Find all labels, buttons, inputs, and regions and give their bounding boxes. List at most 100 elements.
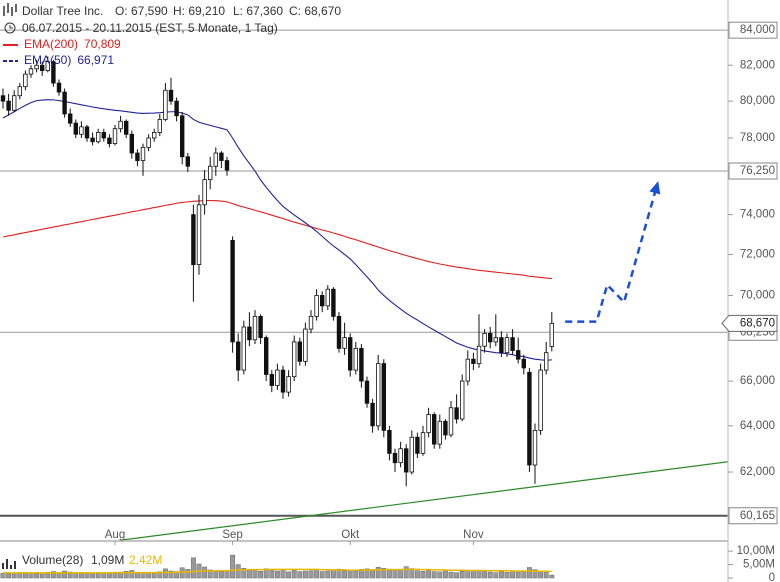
x-tick-label: Aug bbox=[105, 529, 125, 541]
volume-bar bbox=[213, 570, 219, 579]
volume-bar bbox=[123, 571, 129, 579]
projection-arrowhead bbox=[649, 181, 661, 195]
candle-body bbox=[140, 146, 146, 161]
volume-bar bbox=[347, 569, 353, 579]
candle-body bbox=[235, 341, 241, 371]
candle-body bbox=[112, 128, 118, 145]
candle-body bbox=[420, 432, 426, 454]
volume-bar bbox=[62, 570, 68, 579]
subtitle: 06.07.2015 - 20.11.2015 (EST, 5 Monate, … bbox=[22, 21, 278, 35]
candle-body bbox=[482, 332, 487, 347]
candle-body bbox=[213, 152, 218, 167]
candle-body bbox=[303, 328, 308, 362]
candle-body bbox=[45, 61, 50, 71]
candle-body bbox=[84, 126, 90, 139]
candle-body bbox=[79, 126, 84, 135]
candle-body bbox=[280, 369, 286, 393]
candle-body bbox=[527, 371, 532, 466]
level-box bbox=[728, 21, 778, 39]
candle-body bbox=[202, 179, 207, 206]
candle-body bbox=[387, 429, 392, 454]
volume-bar bbox=[202, 566, 208, 579]
candle-body bbox=[68, 113, 73, 124]
volume-bar bbox=[146, 572, 152, 579]
candle-body bbox=[230, 239, 235, 343]
candle-body bbox=[291, 341, 297, 378]
x-tick-label: Sep bbox=[222, 529, 242, 541]
level-box bbox=[728, 507, 778, 525]
volume-bar bbox=[291, 569, 297, 579]
volume-bar bbox=[112, 572, 118, 579]
volume-bar bbox=[521, 571, 527, 579]
volume-bar bbox=[319, 571, 325, 579]
volume-bar bbox=[224, 570, 230, 579]
volume-bar bbox=[207, 569, 213, 579]
volume-bar bbox=[336, 568, 342, 579]
volume-bar bbox=[218, 571, 224, 579]
candle-body bbox=[448, 407, 454, 436]
volume-bar bbox=[325, 570, 331, 579]
volume-bar bbox=[442, 570, 448, 579]
volume-bar bbox=[543, 571, 549, 579]
candle-body bbox=[398, 448, 403, 464]
candle-body bbox=[347, 337, 353, 371]
candle-body bbox=[392, 452, 398, 464]
volume-bar bbox=[157, 571, 163, 579]
volume-bar bbox=[532, 569, 538, 579]
candle-body bbox=[487, 332, 493, 343]
volume-bar bbox=[459, 571, 465, 579]
candle-body bbox=[224, 160, 230, 171]
candle-body bbox=[163, 89, 168, 120]
volume-bar bbox=[386, 568, 392, 579]
clock-hands bbox=[9, 25, 13, 29]
price-pointer bbox=[721, 314, 778, 332]
candle-body bbox=[146, 137, 151, 148]
candle-body bbox=[544, 352, 549, 371]
candle-body bbox=[207, 165, 213, 181]
legend-value: 66,971 bbox=[77, 53, 114, 67]
y-tick-label: 62,000 bbox=[740, 466, 775, 478]
candle-body bbox=[415, 436, 420, 454]
volume-bar bbox=[504, 572, 510, 579]
candle-body bbox=[56, 82, 62, 93]
volume-bar bbox=[526, 567, 532, 579]
level-label: 60,165 bbox=[740, 510, 775, 522]
volume-bar bbox=[78, 573, 84, 579]
plot-area bbox=[0, 29, 728, 540]
candle-body bbox=[499, 337, 504, 354]
header: Dollar Tree Inc. O: 67,590 H: 69,210 L: … bbox=[3, 3, 341, 67]
volume-bar bbox=[174, 571, 180, 579]
volume-bar bbox=[162, 568, 168, 579]
chart-title: Dollar Tree Inc. bbox=[22, 4, 103, 18]
volume-bar bbox=[414, 570, 420, 579]
volume-bar bbox=[185, 569, 191, 579]
volume-bar bbox=[515, 571, 521, 579]
ema-line bbox=[2, 99, 552, 361]
candle-body bbox=[73, 122, 78, 135]
volume-bar bbox=[470, 571, 476, 579]
volume-bar bbox=[381, 568, 387, 579]
candle-body bbox=[493, 337, 498, 343]
candle-body bbox=[510, 337, 515, 351]
candle-body bbox=[409, 436, 414, 473]
candle-body bbox=[465, 358, 470, 382]
volume-tick-label: 10,00M bbox=[737, 545, 775, 557]
volume-bar bbox=[34, 573, 40, 579]
candle-body bbox=[275, 369, 280, 386]
candle-body bbox=[336, 315, 342, 349]
volume-bar bbox=[246, 569, 252, 579]
candle-body bbox=[359, 347, 364, 382]
volume-bar bbox=[487, 571, 493, 579]
volume-bar bbox=[420, 571, 426, 579]
volume-ma-line bbox=[3, 568, 552, 574]
volume-bar bbox=[230, 554, 236, 579]
volume-tick-label: 0 bbox=[769, 572, 775, 582]
trendline bbox=[117, 461, 728, 540]
candle-body bbox=[549, 322, 554, 347]
ema-line bbox=[2, 199, 552, 280]
candle-body bbox=[269, 374, 274, 386]
candle-body bbox=[437, 420, 442, 445]
volume-bar bbox=[274, 570, 280, 579]
candle-body bbox=[168, 89, 174, 102]
